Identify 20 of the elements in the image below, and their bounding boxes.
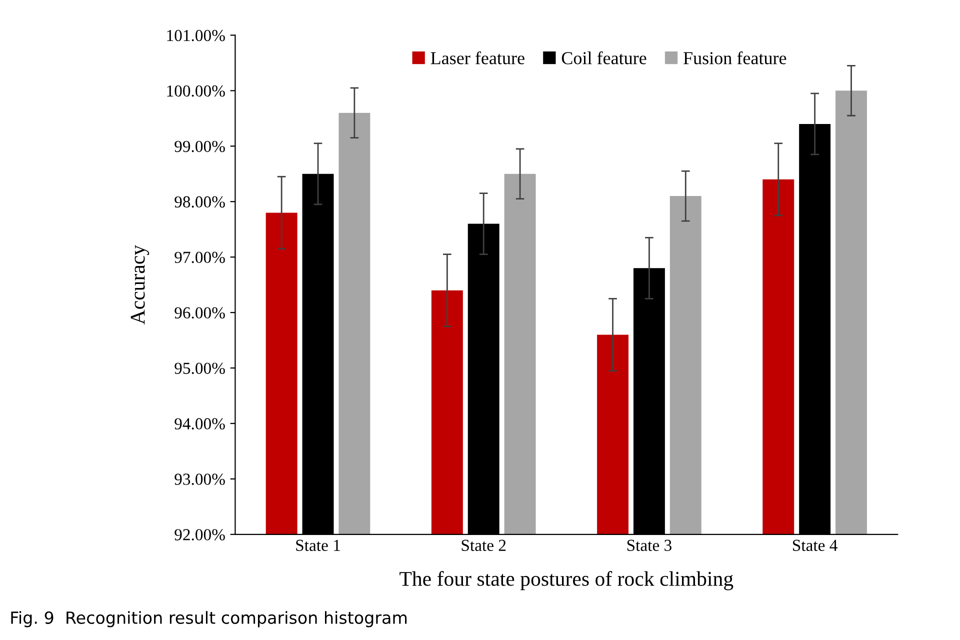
- y-tick-label: 96.00%: [174, 307, 225, 319]
- x-axis-title: The four state postures of rock climbing: [400, 571, 734, 590]
- y-tick-label: 94.00%: [174, 418, 225, 430]
- y-tick-label: 95.00%: [174, 362, 225, 374]
- y-tick-label: 99.00%: [174, 140, 225, 152]
- x-tick-label: State 4: [793, 540, 838, 551]
- y-tick-label: 100.00%: [167, 85, 225, 97]
- legend-label: Coil feature: [562, 51, 646, 64]
- x-tick-label: State 2: [462, 540, 506, 551]
- caption: Fig. 9 Recognition result comparison histogram: [11, 611, 407, 628]
- x-tick-label: State 3: [627, 540, 672, 551]
- legend-label: Fusion feature: [684, 51, 786, 64]
- y-tick-label: 92.00%: [174, 529, 225, 540]
- y-axis-title: Accuracy: [130, 244, 150, 324]
- x-tick-label: State 1: [296, 540, 340, 551]
- legend-label: Laser feature: [430, 51, 524, 64]
- y-tick-label: 93.00%: [174, 474, 225, 485]
- y-tick-label: 97.00%: [174, 252, 225, 264]
- y-tick-label: 98.00%: [174, 196, 225, 208]
- y-tick-label: 101.00%: [167, 30, 225, 42]
